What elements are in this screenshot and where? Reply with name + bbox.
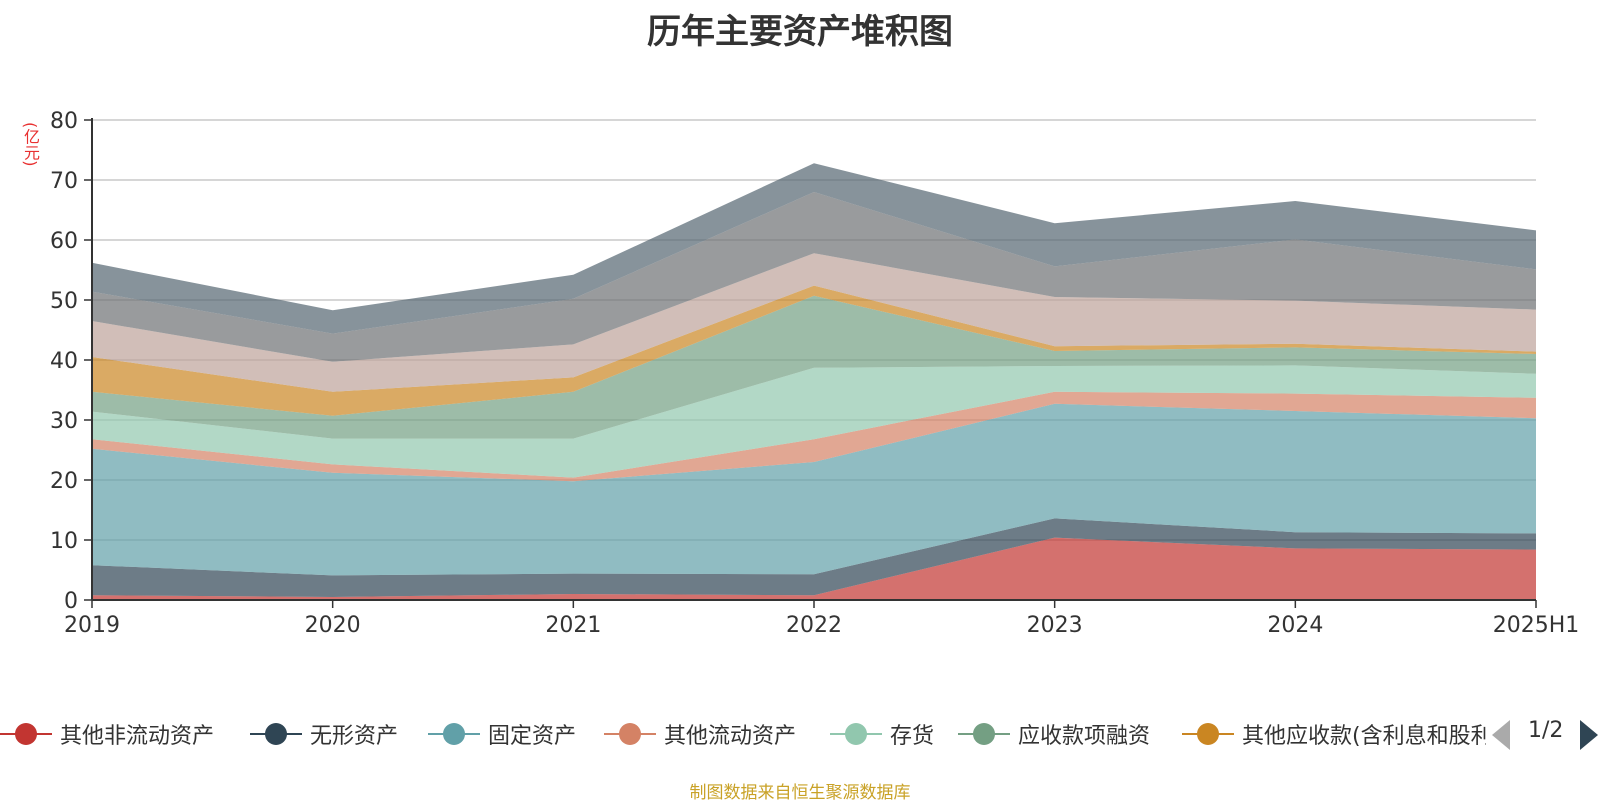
area-6 xyxy=(92,295,1536,439)
area-5 xyxy=(92,365,1536,478)
legend-marker-icon xyxy=(604,723,656,745)
legend-label: 存货 xyxy=(890,724,935,749)
legend-label: 无形资产 xyxy=(310,724,399,749)
legend-next-page-button[interactable] xyxy=(1580,720,1598,750)
area-4 xyxy=(92,391,1536,482)
legend-item-7[interactable]: 其他应收款(含利息和股利) xyxy=(1182,714,1486,754)
area-9 xyxy=(92,192,1536,362)
legend-marker-icon xyxy=(958,723,1010,745)
y-tick-label-70: 70 xyxy=(50,169,78,194)
area-10 xyxy=(92,163,1536,334)
legend-page-indicator: 1/2 xyxy=(1528,718,1564,743)
legend-items: 其他非流动资产 无形资产 固定资产 其他流动资产 存货 应收款项融资 其他应收款(含利息和股… xyxy=(0,714,1486,754)
legend-label: 固定资产 xyxy=(488,724,577,749)
area-1 xyxy=(92,537,1536,600)
legend-marker-icon xyxy=(830,723,882,745)
y-tick-label-50: 50 xyxy=(50,289,78,314)
legend-label: 其他流动资产 xyxy=(664,724,797,749)
stacked-areas xyxy=(92,163,1536,600)
y-tick-label-80: 80 xyxy=(50,109,78,134)
legend-item-4[interactable]: 其他流动资产 xyxy=(604,714,796,754)
legend-marker-icon xyxy=(1182,723,1234,745)
x-tick-label-2019: 2019 xyxy=(64,613,120,638)
y-tick-label-30: 30 xyxy=(50,409,78,434)
x-tick-label-2023: 2023 xyxy=(1027,613,1083,638)
area-2 xyxy=(92,518,1536,597)
x-tick-label-2022: 2022 xyxy=(786,613,842,638)
area-7 xyxy=(92,285,1536,416)
y-tick-label-40: 40 xyxy=(50,349,78,374)
axes: 0 10 20 30 40 50 60 70 80 2019 2020 2021 2022 2023 202… xyxy=(50,109,1579,638)
source-note: 制图数据来自恒生聚源数据库 xyxy=(689,783,911,803)
legend-item-5[interactable]: 存货 xyxy=(830,714,934,754)
y-tick-label-20: 20 xyxy=(50,469,78,494)
legend-item-3[interactable]: 固定资产 xyxy=(428,714,576,754)
x-tick-label-2025H1: 2025H1 xyxy=(1493,613,1580,638)
legend-prev-page-button[interactable] xyxy=(1492,720,1510,750)
y-tick-label-0: 0 xyxy=(64,589,78,614)
legend-marker-icon xyxy=(0,723,52,745)
y-tick-label-60: 60 xyxy=(50,229,78,254)
legend: 其他非流动资产 无形资产 固定资产 其他流动资产 存货 应收款项融资 其他应收款(含利息和股… xyxy=(0,714,1600,754)
legend-label: 其他应收款(含利息和股利) xyxy=(1242,724,1486,749)
x-tick-label-2021: 2021 xyxy=(545,613,601,638)
legend-label: 应收款项融资 xyxy=(1018,724,1151,749)
legend-label: 其他非流动资产 xyxy=(60,724,215,749)
x-tick-label-2024: 2024 xyxy=(1267,613,1323,638)
area-8 xyxy=(92,253,1536,392)
y-tick-label-10: 10 xyxy=(50,529,78,554)
legend-item-2[interactable]: 无形资产 xyxy=(250,714,398,754)
chart-plot: 0 10 20 30 40 50 60 70 80 2019 2020 2021 2022 2023 202… xyxy=(50,109,1579,638)
legend-marker-icon xyxy=(250,723,302,745)
area-3 xyxy=(92,403,1536,576)
legend-item-6[interactable]: 应收款项融资 xyxy=(958,714,1150,754)
legend-marker-icon xyxy=(428,723,480,745)
y-axis-unit: (亿元) xyxy=(21,122,40,167)
legend-item-1[interactable]: 其他非流动资产 xyxy=(0,714,214,754)
chart-title: 历年主要资产堆积图 xyxy=(647,12,953,52)
x-tick-label-2020: 2020 xyxy=(305,613,361,638)
